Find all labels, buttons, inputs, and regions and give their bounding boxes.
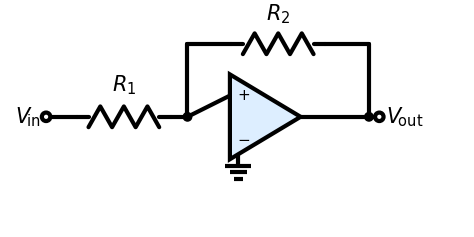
Text: $V_{\!\mathrm{out}}$: $V_{\!\mathrm{out}}$ (386, 105, 424, 129)
Text: $+$: $+$ (237, 88, 250, 103)
Circle shape (42, 113, 50, 121)
Circle shape (375, 113, 383, 121)
Text: $R_2$: $R_2$ (266, 2, 291, 26)
Circle shape (365, 113, 373, 121)
Text: $R_1$: $R_1$ (112, 73, 136, 97)
Text: $V_{\!\mathrm{in}}$: $V_{\!\mathrm{in}}$ (15, 105, 41, 129)
Text: $-$: $-$ (237, 131, 250, 146)
Circle shape (183, 113, 192, 121)
Polygon shape (230, 74, 301, 159)
